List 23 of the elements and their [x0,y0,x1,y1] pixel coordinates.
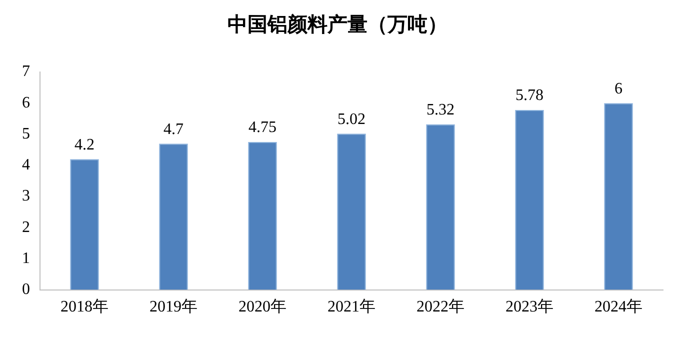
y-tick-label: 0 [22,281,30,298]
x-tick-label: 2020年 [238,298,286,316]
data-label: 4.7 [164,120,184,138]
data-label: 4.75 [248,119,276,136]
y-tick-label: 4 [22,156,30,174]
data-label: 4.2 [74,136,94,154]
data-label: 5.32 [426,101,454,118]
y-tick-label: 1 [22,250,30,267]
x-tick-label: 2024年 [594,298,642,316]
data-label: 5.78 [516,87,544,104]
x-tick-label: 2022年 [416,298,464,316]
x-tick-label: 2019年 [150,298,198,316]
x-tick-label: 2021年 [328,298,376,316]
data-label: 6 [614,80,622,98]
y-tick-label: 5 [22,125,30,142]
x-tick-label: 2018年 [60,298,108,316]
y-tick-label: 3 [22,188,30,205]
data-label: 5.02 [338,110,366,128]
x-tick-label: 2023年 [506,298,554,316]
y-tick-label: 7 [22,63,30,80]
y-tick-label: 2 [22,218,30,236]
y-tick-label: 6 [22,94,30,112]
chart-title: 中国铝颜料产量（万吨） [228,13,448,36]
